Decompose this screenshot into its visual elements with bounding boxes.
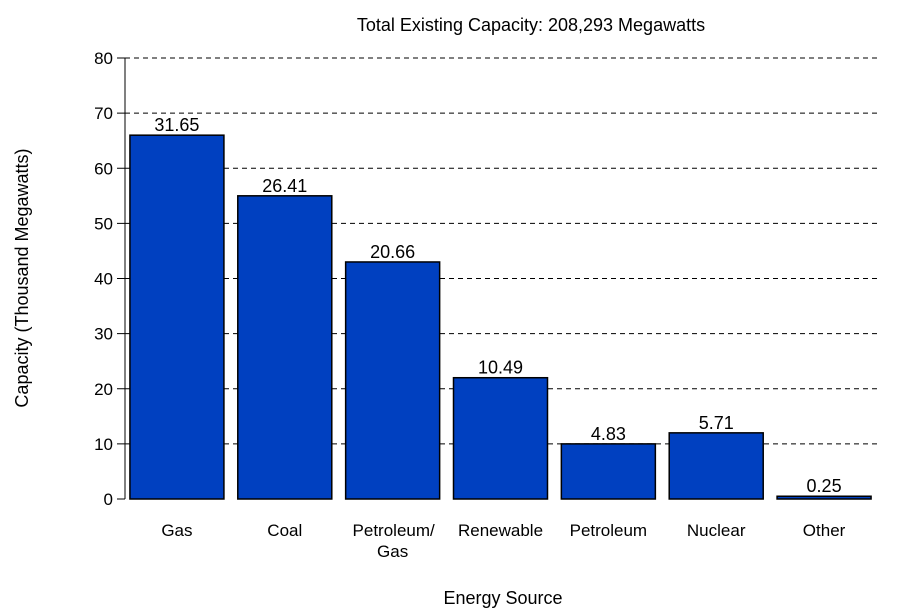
bar-5 xyxy=(668,432,764,500)
x-tick-label: Nuclear xyxy=(687,521,746,540)
labels: 0 10 20 30 40 50 60 70 80 31.65 Gas 26.41 Coal 20.66 P… xyxy=(94,49,846,561)
y-tick-label: 30 xyxy=(94,325,113,344)
x-tick-label: Petroleum/ xyxy=(353,521,435,540)
data-label: 4.83 xyxy=(591,424,626,444)
bar-4 xyxy=(560,443,657,500)
x-axis-label: Energy Source xyxy=(443,588,562,608)
bar-2 xyxy=(344,261,441,500)
bar-0 xyxy=(129,134,225,500)
bar-1 xyxy=(237,195,333,500)
data-label: 20.66 xyxy=(370,242,415,262)
y-axis-label: Capacity (Thousand Megawatts) xyxy=(12,148,32,407)
y-tick-label: 0 xyxy=(104,490,113,509)
x-tick-label: Other xyxy=(803,521,846,540)
data-label: 10.49 xyxy=(478,358,523,378)
axes xyxy=(117,57,126,500)
x-tick-label: Gas xyxy=(377,542,408,561)
y-tick-label: 40 xyxy=(94,270,113,289)
data-label: 31.65 xyxy=(154,115,199,135)
data-label: 5.71 xyxy=(699,413,734,433)
y-tick-label: 60 xyxy=(94,159,113,178)
y-tick-label: 50 xyxy=(94,214,113,233)
x-tick-label: Petroleum xyxy=(570,521,647,540)
x-tick-label: Coal xyxy=(267,521,302,540)
bars xyxy=(129,134,872,500)
bar-3 xyxy=(452,376,549,500)
x-tick-label: Renewable xyxy=(458,521,543,540)
data-label: 0.25 xyxy=(807,476,842,496)
y-tick-label: 70 xyxy=(94,104,113,123)
chart-title: Total Existing Capacity: 208,293 Megawat… xyxy=(357,15,705,35)
y-tick-label: 10 xyxy=(94,435,113,454)
y-tick-label: 80 xyxy=(94,49,113,68)
y-tick-label: 20 xyxy=(94,380,113,399)
bar-6 xyxy=(776,495,872,500)
data-label: 26.41 xyxy=(262,176,307,196)
x-tick-label: Gas xyxy=(161,521,192,540)
